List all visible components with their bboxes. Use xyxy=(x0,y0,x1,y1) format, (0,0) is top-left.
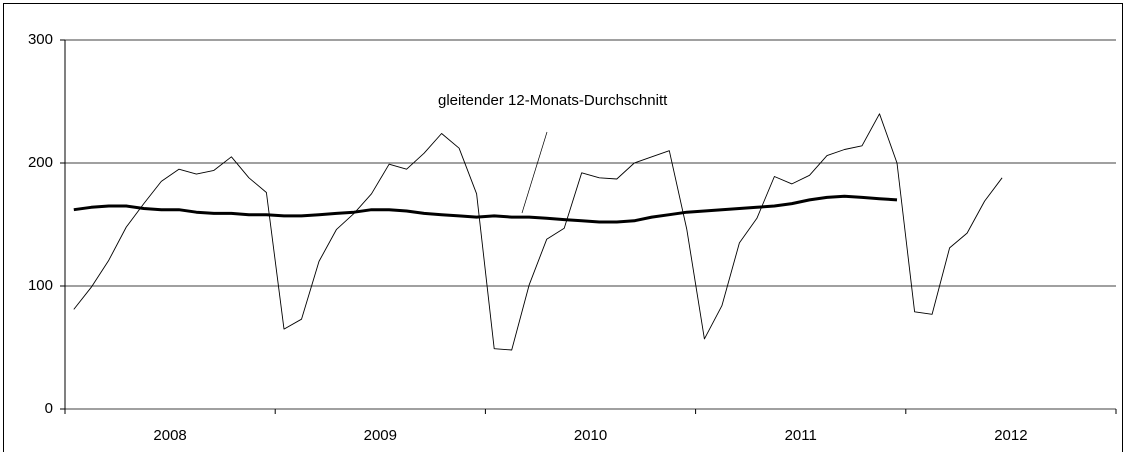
y-tick-label: 200 xyxy=(28,154,53,171)
monthly-line xyxy=(73,113,1003,351)
x-tick-label: 2008 xyxy=(153,427,186,444)
x-tick-label: 2011 xyxy=(785,427,817,444)
x-tick-label: 2009 xyxy=(364,427,397,444)
y-tick-label: 300 xyxy=(28,31,53,48)
frame xyxy=(3,3,1123,452)
moving-average-line xyxy=(73,194,898,224)
y-tick-label: 0 xyxy=(45,400,53,417)
annotation: gleitender 12-Monats-Durchschnitt xyxy=(438,92,668,109)
y-tick-label: 100 xyxy=(28,277,53,294)
annotation-pointer xyxy=(521,131,548,214)
x-tick-label: 2012 xyxy=(994,427,1027,444)
x-tick-label: 2010 xyxy=(574,427,607,444)
